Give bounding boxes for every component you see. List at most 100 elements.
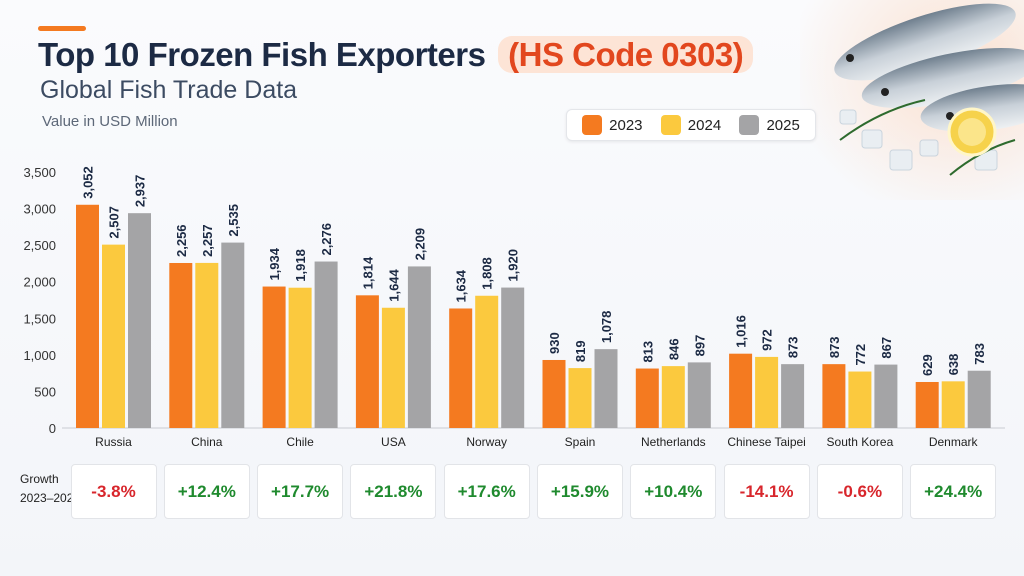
title-accent-bar [38, 26, 86, 31]
data-label: 2,256 [174, 224, 189, 257]
data-label: 772 [853, 344, 868, 366]
bar-2025-netherlands [687, 362, 711, 428]
data-label: 1,920 [506, 249, 521, 282]
unit-label: Value in USD Million [42, 113, 178, 130]
data-label: 873 [786, 336, 801, 358]
bar-2025-chile [314, 261, 338, 428]
bar-2025-usa [407, 266, 431, 428]
bar-2024-netherlands [661, 366, 685, 428]
data-label: 897 [692, 335, 707, 357]
y-tick-label: 0 [49, 421, 56, 436]
growth-value: +21.8% [350, 464, 437, 519]
x-tick-label: China [191, 435, 223, 449]
bar-2024-south-korea [848, 371, 872, 428]
bar-2023-netherlands [635, 368, 659, 428]
growth-value: +24.4% [910, 464, 997, 519]
data-label: 2,937 [133, 175, 148, 208]
bar-2024-chile [288, 287, 312, 428]
y-tick-label: 2,500 [23, 238, 56, 253]
legend-item-2024: 2024 [660, 115, 721, 135]
growth-value: -0.6% [816, 464, 903, 519]
bar-2023-russia [76, 204, 99, 428]
page-subtitle: Global Fish Trade Data [40, 76, 298, 104]
growth-value: +15.9% [537, 464, 623, 519]
x-tick-label: Chile [286, 435, 314, 449]
data-label: 813 [640, 341, 655, 363]
bar-2025-norway [501, 287, 525, 428]
y-tick-label: 1,000 [23, 348, 56, 363]
data-label: 930 [547, 332, 562, 354]
legend-item-2023: 2023 [582, 115, 643, 135]
bar-2025-south-korea [874, 364, 898, 428]
data-label: 1,814 [360, 256, 375, 289]
data-label: 2,507 [107, 206, 122, 239]
data-label: 638 [946, 354, 961, 376]
y-tick-label: 1,500 [23, 311, 56, 326]
bar-2024-norway [475, 295, 499, 428]
bar-2023-china [169, 262, 193, 428]
data-label: 2,535 [226, 204, 241, 237]
growth-row: -3.8% +12.4% +17.7% +21.8% +17.6% +15.9% +10.4… [0, 464, 1024, 520]
bar-2024-russia [102, 244, 125, 428]
bar-2024-chinese-taipei [755, 356, 779, 428]
data-label: 972 [760, 329, 775, 351]
page-title: Top 10 Frozen Fish Exporters (HS Code 03… [38, 36, 754, 74]
data-label: 1,078 [599, 311, 614, 344]
y-tick-label: 3,500 [23, 165, 56, 180]
growth-value: +12.4% [163, 464, 250, 519]
y-tick-label: 3,000 [23, 202, 56, 217]
x-tick-label: USA [381, 435, 406, 449]
data-label: 846 [666, 338, 681, 360]
x-tick-label: Denmark [929, 435, 979, 449]
chart-legend: 2023 2024 2025 [566, 109, 816, 141]
bar-2024-spain [568, 368, 592, 428]
growth-value: +10.4% [630, 464, 717, 519]
legend-item-2025: 2025 [739, 115, 800, 135]
growth-value: -3.8% [70, 464, 157, 519]
x-tick-label: Russia [95, 435, 132, 449]
data-label: 867 [879, 337, 894, 359]
x-tick-label: Spain [565, 435, 596, 449]
x-tick-label: Chinese Taipei [727, 435, 806, 449]
growth-value: +17.6% [443, 464, 530, 519]
data-label: 1,634 [454, 269, 469, 302]
bar-2025-chinese-taipei [781, 364, 805, 428]
bar-2024-usa [381, 307, 405, 428]
growth-value: +17.7% [257, 464, 344, 519]
data-label: 783 [972, 343, 987, 365]
data-label: 1,918 [293, 249, 308, 282]
hs-code-tag: (HS Code 0303) [498, 36, 754, 73]
bar-2025-denmark [967, 370, 991, 428]
bar-2025-spain [594, 349, 618, 428]
data-label: 3,052 [81, 166, 96, 199]
bar-2025-china [221, 242, 245, 428]
bar-2023-chile [262, 286, 286, 428]
frozen-fish-image [800, 0, 1024, 200]
data-label: 629 [920, 354, 935, 376]
data-label: 2,276 [319, 223, 334, 256]
bar-2024-denmark [941, 381, 965, 428]
bar-2023-usa [355, 295, 379, 428]
data-label: 819 [573, 340, 588, 362]
x-tick-label: Netherlands [641, 435, 706, 449]
y-tick-label: 500 [34, 384, 56, 399]
bar-2023-spain [542, 359, 566, 428]
growth-label: Growth 2023–2025 [20, 472, 81, 505]
data-label: 1,644 [386, 268, 401, 301]
bar-2023-south-korea [822, 364, 846, 428]
data-label: 873 [827, 336, 842, 358]
x-tick-label: South Korea [827, 435, 894, 449]
bar-2023-norway [449, 308, 473, 428]
bar-2024-china [195, 262, 219, 428]
data-label: 1,808 [480, 257, 495, 290]
data-label: 2,209 [412, 228, 427, 261]
data-label: 1,934 [267, 247, 282, 280]
bar-2023-chinese-taipei [729, 353, 753, 428]
bar-2023-denmark [915, 381, 939, 428]
x-tick-label: Norway [466, 435, 507, 449]
bar-2025-russia [128, 213, 151, 428]
y-tick-label: 2,000 [23, 275, 56, 290]
data-label: 1,016 [734, 315, 749, 348]
data-label: 2,257 [200, 224, 215, 257]
